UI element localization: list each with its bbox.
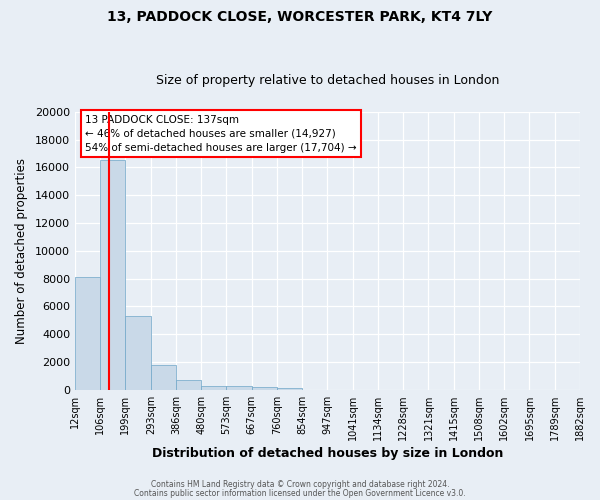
Bar xyxy=(125,316,151,390)
Bar xyxy=(75,277,100,390)
Text: Contains HM Land Registry data © Crown copyright and database right 2024.: Contains HM Land Registry data © Crown c… xyxy=(151,480,449,489)
X-axis label: Distribution of detached houses by size in London: Distribution of detached houses by size … xyxy=(152,447,503,460)
Bar xyxy=(277,388,302,390)
Text: Contains public sector information licensed under the Open Government Licence v3: Contains public sector information licen… xyxy=(134,488,466,498)
Bar xyxy=(151,364,176,390)
Text: 13, PADDOCK CLOSE, WORCESTER PARK, KT4 7LY: 13, PADDOCK CLOSE, WORCESTER PARK, KT4 7… xyxy=(107,10,493,24)
Bar xyxy=(226,386,252,390)
Y-axis label: Number of detached properties: Number of detached properties xyxy=(15,158,28,344)
Text: 13 PADDOCK CLOSE: 137sqm
← 46% of detached houses are smaller (14,927)
54% of se: 13 PADDOCK CLOSE: 137sqm ← 46% of detach… xyxy=(85,114,356,152)
Bar xyxy=(202,386,226,390)
Bar xyxy=(252,387,277,390)
Bar xyxy=(100,160,125,390)
Title: Size of property relative to detached houses in London: Size of property relative to detached ho… xyxy=(156,74,499,87)
Bar xyxy=(176,380,202,390)
